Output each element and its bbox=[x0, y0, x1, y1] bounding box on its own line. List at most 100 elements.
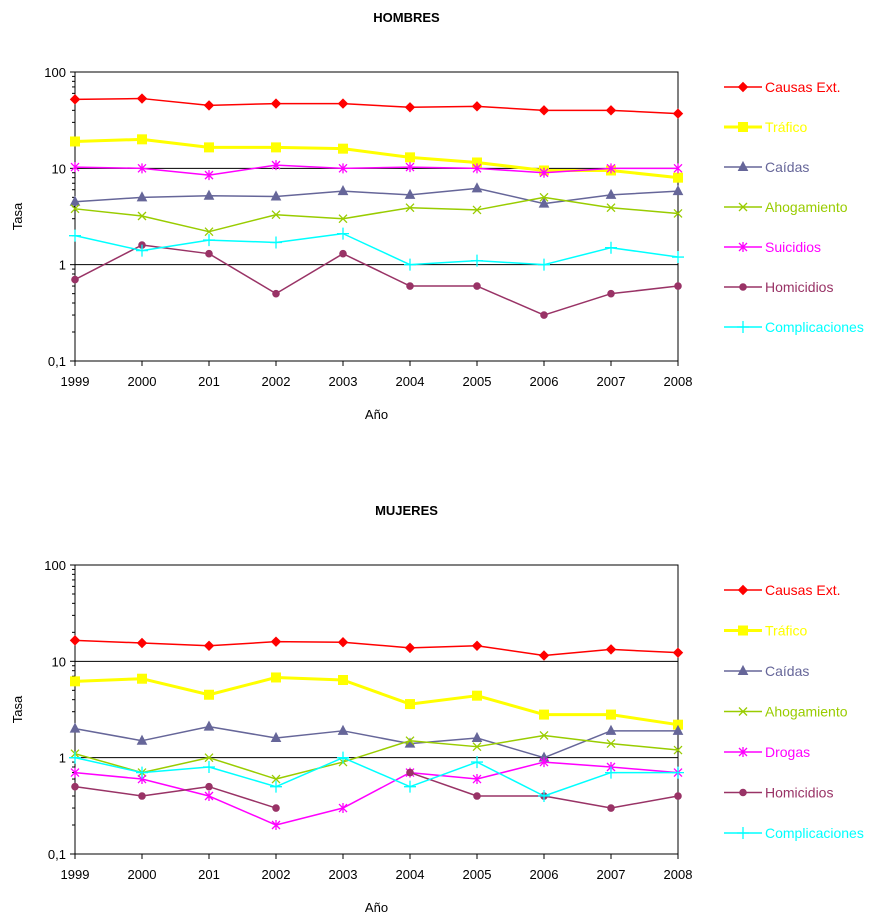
legend-label: Ahogamiento bbox=[765, 704, 848, 720]
data-point bbox=[471, 731, 483, 743]
x-tick-label: 2003 bbox=[329, 867, 358, 882]
data-point bbox=[471, 101, 483, 112]
data-point bbox=[137, 163, 147, 174]
x-tick-label: 1999 bbox=[61, 867, 90, 882]
data-point bbox=[205, 249, 213, 258]
y-axis-label: Tasa bbox=[10, 202, 25, 230]
data-point bbox=[204, 170, 214, 181]
data-point bbox=[272, 804, 280, 812]
x-tick-label: 1999 bbox=[61, 374, 90, 389]
x-axis-label: Año bbox=[365, 407, 388, 422]
data-point bbox=[203, 234, 215, 247]
data-point bbox=[71, 275, 79, 284]
series-line bbox=[74, 761, 679, 826]
data-point bbox=[203, 640, 215, 651]
legend-label: Caídas bbox=[765, 663, 809, 679]
data-point bbox=[673, 163, 683, 174]
data-point bbox=[270, 731, 282, 743]
x-axis-label: Año bbox=[365, 900, 388, 915]
data-point bbox=[539, 192, 549, 202]
data-point bbox=[138, 792, 146, 800]
data-point bbox=[471, 756, 483, 769]
data-point bbox=[472, 205, 482, 215]
legend-marker bbox=[738, 122, 748, 132]
series-line bbox=[74, 725, 678, 759]
legend-marker bbox=[738, 707, 748, 716]
legend-marker bbox=[738, 625, 748, 636]
series-Caídas bbox=[69, 182, 684, 208]
legend-marker bbox=[737, 321, 749, 333]
data-point bbox=[204, 227, 214, 237]
series-line bbox=[74, 244, 679, 316]
series-line bbox=[74, 232, 679, 266]
data-point bbox=[672, 251, 684, 264]
data-point bbox=[672, 647, 684, 658]
series-line bbox=[74, 137, 679, 180]
series-Tráfico bbox=[70, 134, 683, 183]
chart-1: MUJERES 0,1 1 10 100 1999 2000 201 2002 2003 2004 2… bbox=[10, 503, 864, 915]
y-tick-label: 0,1 bbox=[48, 354, 66, 369]
data-point bbox=[606, 709, 616, 720]
data-point bbox=[204, 791, 214, 802]
legend-marker bbox=[738, 242, 748, 252]
data-point bbox=[136, 244, 148, 257]
data-point bbox=[337, 98, 349, 109]
legend-marker bbox=[737, 160, 749, 171]
data-point bbox=[272, 289, 280, 298]
x-tick-label: 2005 bbox=[463, 867, 492, 882]
data-point bbox=[473, 282, 481, 290]
data-point bbox=[69, 195, 81, 206]
legend-label: Tráfico bbox=[765, 623, 807, 639]
data-point bbox=[672, 185, 684, 196]
data-point bbox=[339, 249, 347, 258]
data-point bbox=[205, 782, 213, 791]
data-point bbox=[472, 774, 482, 785]
data-point bbox=[337, 636, 349, 648]
series-Causas Ext. bbox=[69, 635, 684, 661]
data-point bbox=[540, 311, 548, 319]
data-point bbox=[472, 690, 482, 701]
data-point bbox=[405, 736, 415, 746]
data-point bbox=[406, 282, 414, 290]
chart-title: HOMBRES bbox=[373, 10, 440, 25]
data-point bbox=[538, 197, 550, 208]
data-point bbox=[271, 160, 281, 171]
data-point bbox=[672, 108, 684, 119]
data-point bbox=[204, 753, 214, 763]
x-tick-label: 2000 bbox=[128, 867, 157, 882]
series-line bbox=[74, 785, 277, 809]
x-tick-label: 2002 bbox=[262, 867, 291, 882]
x-tick-label: 2005 bbox=[463, 374, 492, 389]
data-point bbox=[473, 792, 481, 800]
y-tick-label: 1 bbox=[59, 258, 66, 273]
series-line bbox=[74, 196, 679, 233]
data-point bbox=[605, 188, 617, 199]
legend-marker bbox=[738, 202, 748, 212]
y-tick-label: 10 bbox=[52, 654, 66, 669]
data-point bbox=[405, 203, 415, 213]
data-point bbox=[70, 767, 80, 778]
data-point bbox=[203, 189, 215, 200]
data-point bbox=[674, 792, 682, 800]
data-point bbox=[136, 734, 148, 745]
x-tick-label: 2002 bbox=[262, 374, 291, 389]
data-point bbox=[405, 152, 415, 163]
data-point bbox=[673, 172, 683, 183]
data-point bbox=[404, 258, 416, 271]
data-point bbox=[607, 289, 615, 298]
data-point bbox=[674, 282, 682, 290]
data-point bbox=[69, 722, 81, 733]
data-point bbox=[606, 203, 616, 213]
plot-area bbox=[74, 71, 679, 362]
data-point bbox=[607, 804, 615, 812]
data-point bbox=[538, 650, 550, 661]
data-point bbox=[137, 211, 147, 221]
data-point bbox=[270, 636, 282, 647]
data-point bbox=[136, 191, 148, 202]
data-point bbox=[605, 766, 617, 779]
data-point bbox=[69, 94, 81, 105]
data-point bbox=[472, 163, 482, 174]
data-point bbox=[605, 105, 617, 116]
x-tick-label: 201 bbox=[198, 867, 220, 882]
data-point bbox=[605, 241, 617, 254]
